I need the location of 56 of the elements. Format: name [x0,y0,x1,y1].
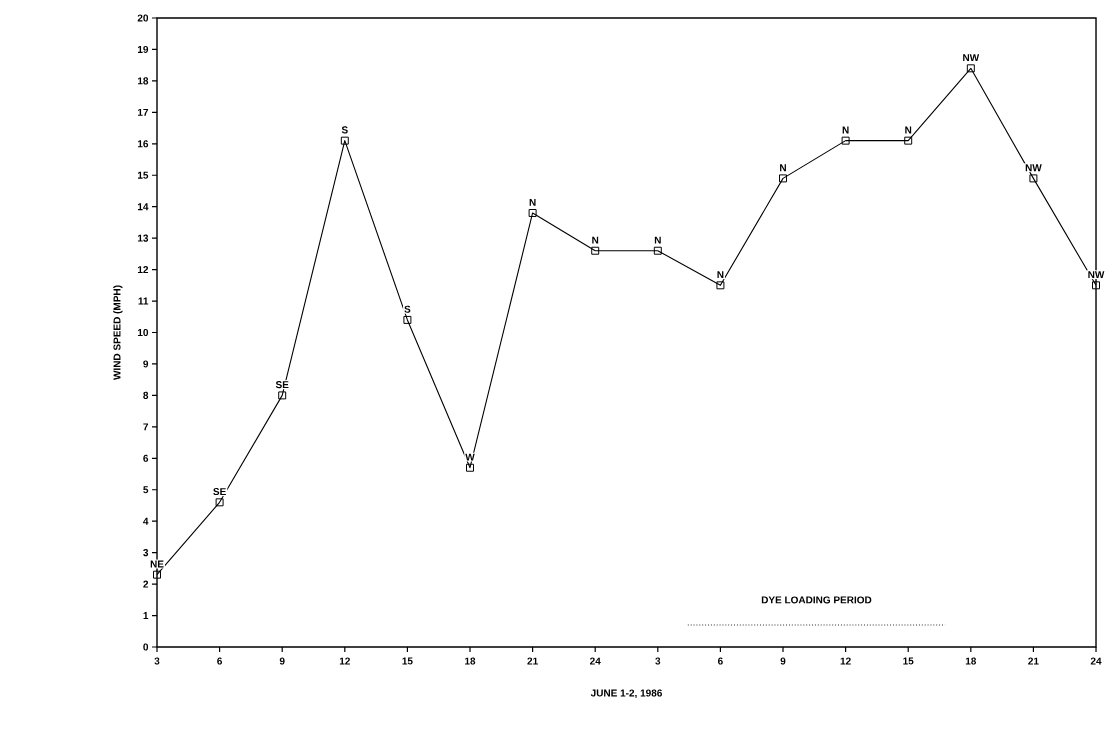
data-label: W [465,453,475,461]
data-label: N [842,126,849,134]
y-tick-label: 11 [138,297,149,305]
data-label: N [905,126,912,134]
data-label: N [717,271,724,279]
y-tick-label: 10 [137,328,149,337]
data-label: N [654,236,661,244]
y-tick-label: 16 [137,140,149,148]
y-tick-label: 2 [143,580,149,588]
x-tick-label: 24 [1090,657,1102,665]
y-tick-label: 6 [143,454,149,462]
x-tick-label: 15 [402,657,413,665]
data-label: NW [963,54,980,62]
y-tick-label: 7 [143,423,149,431]
x-tick-label: 21 [1028,657,1039,665]
y-tick-label: 3 [143,549,149,557]
x-tick-label: 9 [279,657,285,665]
y-tick-label: 15 [137,171,149,179]
x-tick-label: 18 [965,657,977,665]
data-label: SE [275,381,289,389]
y-tick-label: 18 [137,77,149,85]
data-label: N [780,164,786,172]
y-axis-title: WIND SPEED (MPH) [113,285,123,380]
y-tick-label: 0 [143,643,149,651]
y-tick-label: 12 [137,266,149,274]
y-tick-label: 8 [143,391,149,399]
y-tick-label: 13 [137,234,149,242]
data-label: NW [1088,271,1105,279]
x-tick-label: 12 [339,657,350,665]
data-label: NE [150,560,164,568]
x-tick-label: 9 [780,657,786,665]
x-tick-label: 3 [655,657,661,665]
x-tick-label: 3 [154,657,160,665]
x-tick-label: 6 [717,657,723,665]
data-label: S [404,305,411,313]
y-tick-label: 20 [137,14,149,22]
data-label: NW [1025,164,1042,172]
y-tick-label: 4 [143,517,149,525]
y-tick-label: 19 [137,45,149,53]
x-tick-label: 15 [903,657,914,665]
x-tick-label: 6 [217,657,223,665]
data-label: N [529,198,536,206]
data-label: N [592,236,599,244]
x-tick-label: 12 [840,657,851,665]
x-tick-label: 24 [589,657,601,665]
y-tick-label: 14 [137,203,149,211]
y-tick-label: 5 [143,486,149,494]
y-tick-label: 9 [143,360,149,368]
data-label: SE [213,488,226,496]
x-tick-label: 18 [465,657,476,665]
x-tick-label: 21 [527,657,538,665]
y-tick-label: 1 [143,612,149,619]
data-label: S [341,126,348,134]
y-tick-label: 17 [137,108,149,116]
ref-line-label: DYE LOADING PERIOD [761,596,872,604]
x-axis-title: JUNE 1-2, 1986 [590,689,662,698]
